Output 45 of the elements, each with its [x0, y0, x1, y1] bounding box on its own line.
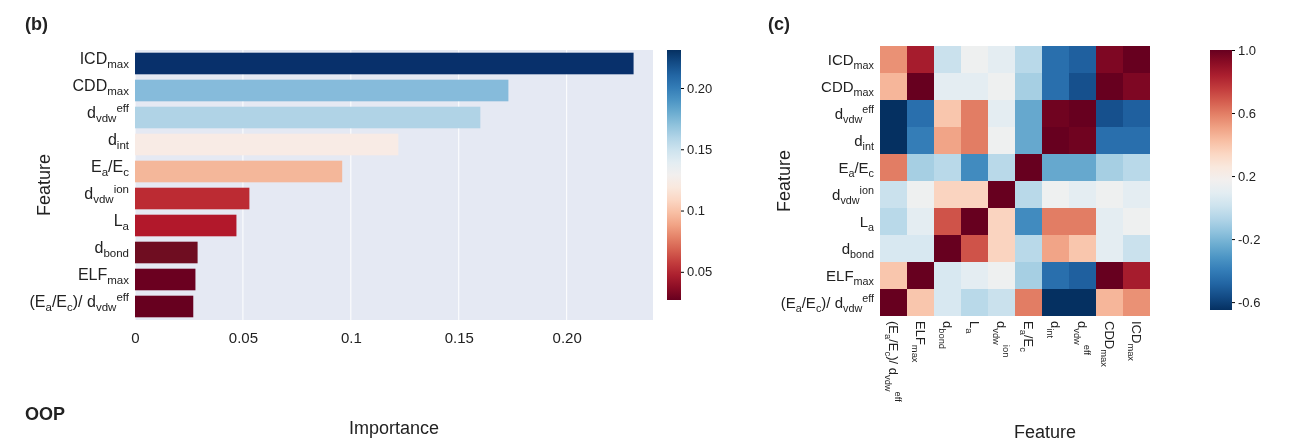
bar: [135, 160, 343, 183]
bar: [135, 241, 198, 264]
y-axis-title: Feature: [34, 153, 54, 217]
color-bar-label: -0.2: [1238, 231, 1261, 247]
y-tick-label: ICD$_{max}$: [827, 50, 875, 71]
bar: [135, 52, 634, 75]
y-tick-label: d$_{int}$: [854, 131, 874, 152]
x-tick-label: 0.15: [444, 328, 474, 346]
bar: [135, 268, 196, 291]
color-bar-label: 0.20: [687, 80, 713, 96]
y-tick-label: ELF$_{max}$: [77, 265, 130, 286]
bar: [135, 295, 194, 318]
y-axis-title: Feature: [774, 149, 794, 213]
bar: [135, 79, 509, 102]
y-tick-label: CDD$_{max}$: [72, 76, 130, 97]
chart-title: (b): [25, 14, 48, 34]
chart-title: (c): [768, 14, 790, 34]
y-tick-label: ELF$_{max}$: [826, 266, 875, 287]
y-tick-label: CDD$_{max}$: [821, 77, 875, 98]
x-tick-label: 0.05: [228, 328, 259, 346]
color-bar-label: 0.2: [1238, 168, 1257, 184]
color-bar-label: 1.0: [1238, 42, 1257, 58]
y-tick-label: ICD$_{max}$: [79, 49, 130, 70]
x-axis-title: Feature: [1013, 422, 1077, 442]
y-tick-label: E$_{a}$/E$_{c}$: [91, 157, 130, 178]
y-tick-label: E$_{a}$/E$_{c}$: [838, 158, 875, 179]
color-bar-label: 0.6: [1238, 105, 1257, 121]
color-bar-label: 0.15: [687, 141, 713, 157]
color-bar-label: 0.05: [687, 264, 713, 280]
color-bar-label: -0.6: [1238, 294, 1261, 310]
text: OOP: [25, 404, 66, 424]
x-tick-label: 0: [131, 328, 140, 346]
y-tick-label: L$_{a}$: [859, 212, 874, 233]
y-tick-label: d$_{int}$: [107, 130, 130, 151]
y-tick-label: L$_{a}$: [113, 211, 130, 232]
bar: [135, 214, 237, 237]
bar: [135, 106, 481, 129]
bar: [135, 133, 399, 156]
y-tick-label: d$_{bond}$: [841, 239, 874, 260]
x-tick-label: 0.1: [340, 328, 362, 346]
color-bar-label: 0.1: [687, 203, 706, 219]
x-axis-title: Importance: [348, 418, 440, 438]
y-tick-label: d$_{bond}$: [94, 238, 129, 259]
x-tick-label: 0.20: [552, 328, 582, 346]
bar: [135, 187, 250, 210]
